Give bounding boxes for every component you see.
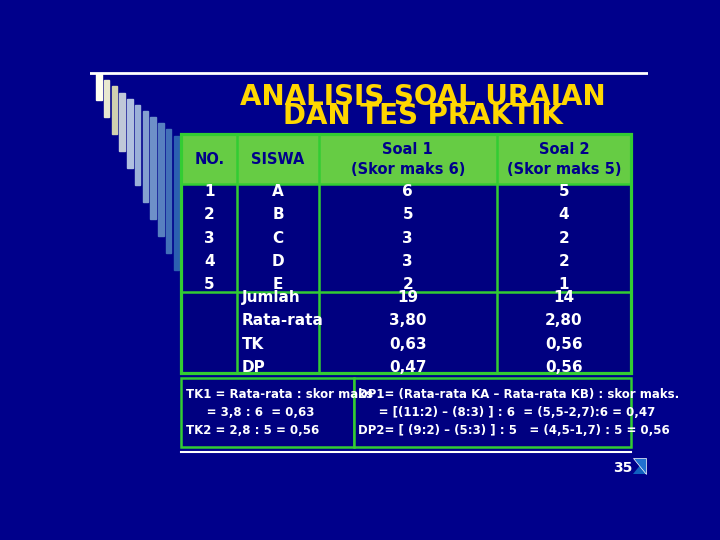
Text: 35: 35 [613,461,632,475]
Bar [189,148,194,303]
Bar [174,136,179,269]
Bar [166,130,171,253]
Bar [197,154,202,320]
Bar [181,292,631,373]
Text: SISWA: SISWA [251,152,305,167]
Text: TK1 = Rata-rata : skor maks
     = 3,8 : 6  = 0,63
TK2 = 2,8 : 5 = 0,56: TK1 = Rata-rata : skor maks = 3,8 : 6 = … [186,388,373,437]
Text: 1
2
3
4
5: 1 2 3 4 5 [204,184,215,292]
Text: Soal 1
(Skor maks 6): Soal 1 (Skor maks 6) [351,141,465,177]
Text: DP1= (Rata-rata KA – Rata-rata KB) : skor maks.
     = [(11:2) – (8:3) ] : 6  = : DP1= (Rata-rata KA – Rata-rata KB) : sko… [358,388,680,437]
Text: Soal 2
(Skor maks 5): Soal 2 (Skor maks 5) [507,141,621,177]
Bar [181,134,631,184]
Text: NO.: NO. [194,152,225,167]
Text: DAN TES PRAKTIK: DAN TES PRAKTIK [283,103,563,130]
Bar [181,184,631,292]
Polygon shape [632,457,647,475]
Text: A
B
C
D
E: A B C D E [271,184,284,292]
Bar [112,86,117,134]
Bar [127,99,132,168]
Bar [181,142,187,287]
Text: 5
4
2
2
1: 5 4 2 2 1 [559,184,570,292]
Bar [96,74,102,100]
Text: 19
3,80
0,63
0,47: 19 3,80 0,63 0,47 [389,290,426,375]
Text: Jumlah
Rata-rata
TK
DP: Jumlah Rata-rata TK DP [242,290,324,375]
Bar [354,378,631,448]
Text: ANALISIS SOAL URAIAN: ANALISIS SOAL URAIAN [240,83,606,111]
Bar [135,105,140,185]
Polygon shape [632,457,647,475]
Bar [181,378,354,448]
Bar [150,117,156,219]
Bar [120,92,125,151]
Bar [158,123,163,236]
Bar [104,80,109,117]
Text: 6
5
3
3
2: 6 5 3 3 2 [402,184,413,292]
Bar [181,134,631,373]
Text: 14
2,80
0,56
0,56: 14 2,80 0,56 0,56 [545,290,582,375]
Bar [143,111,148,202]
